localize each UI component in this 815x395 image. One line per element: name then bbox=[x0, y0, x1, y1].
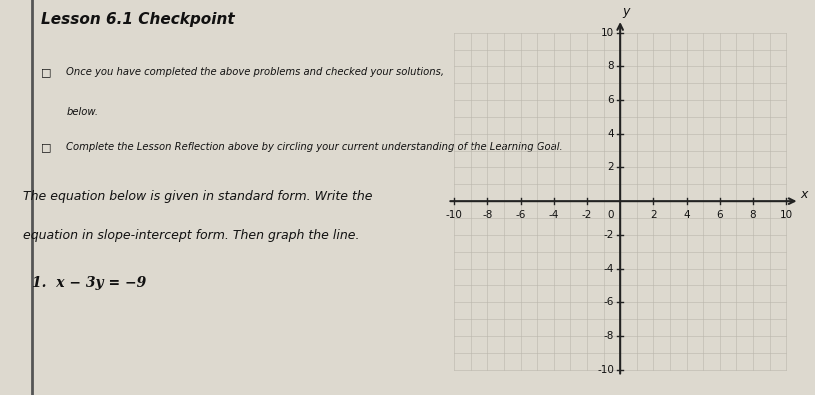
Text: -10: -10 bbox=[446, 211, 463, 220]
Text: Lesson 6.1 Checkpoint: Lesson 6.1 Checkpoint bbox=[41, 12, 235, 27]
Text: -8: -8 bbox=[482, 211, 492, 220]
Text: □: □ bbox=[41, 67, 51, 77]
Text: -8: -8 bbox=[604, 331, 615, 341]
Text: x: x bbox=[801, 188, 808, 201]
Text: 8: 8 bbox=[750, 211, 756, 220]
Text: y: y bbox=[623, 5, 630, 18]
Text: -6: -6 bbox=[515, 211, 526, 220]
Text: -2: -2 bbox=[604, 230, 615, 240]
Text: 10: 10 bbox=[780, 211, 793, 220]
Text: equation in slope-intercept form. Then graph the line.: equation in slope-intercept form. Then g… bbox=[23, 229, 359, 242]
Text: Complete the Lesson Reflection above by circling your current understanding of t: Complete the Lesson Reflection above by … bbox=[66, 142, 563, 152]
Text: -4: -4 bbox=[548, 211, 559, 220]
Text: 4: 4 bbox=[608, 129, 615, 139]
Text: 0: 0 bbox=[608, 211, 615, 220]
Text: below.: below. bbox=[66, 107, 98, 117]
Text: □: □ bbox=[41, 142, 51, 152]
Text: -10: -10 bbox=[597, 365, 615, 375]
Text: 8: 8 bbox=[608, 61, 615, 71]
Text: -2: -2 bbox=[582, 211, 593, 220]
Text: 1.  x − 3y = −9: 1. x − 3y = −9 bbox=[32, 276, 146, 290]
Text: -4: -4 bbox=[604, 263, 615, 274]
Text: 6: 6 bbox=[716, 211, 723, 220]
Text: Once you have completed the above problems and checked your solutions,: Once you have completed the above proble… bbox=[66, 67, 444, 77]
Text: The equation below is given in standard form. Write the: The equation below is given in standard … bbox=[23, 190, 372, 203]
Text: 4: 4 bbox=[683, 211, 689, 220]
Text: 2: 2 bbox=[608, 162, 615, 173]
Text: -6: -6 bbox=[604, 297, 615, 307]
Text: 2: 2 bbox=[650, 211, 657, 220]
Text: 10: 10 bbox=[601, 28, 615, 38]
Text: 6: 6 bbox=[608, 95, 615, 105]
